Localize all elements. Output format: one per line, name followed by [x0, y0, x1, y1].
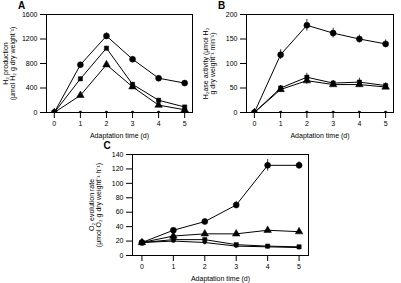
- svg-text:2: 2: [105, 120, 109, 127]
- html-text:C: C: [103, 140, 111, 151]
- svg-text:4: 4: [357, 120, 361, 127]
- svg-text:2: 2: [202, 263, 206, 270]
- svg-text:Adaptation time (d): Adaptation time (d): [290, 132, 349, 140]
- svg-text:1200: 1200: [22, 35, 38, 42]
- svg-text:4: 4: [265, 263, 269, 270]
- svg-text:2: 2: [305, 120, 309, 127]
- svg-text:60: 60: [115, 208, 123, 215]
- svg-text:3: 3: [331, 120, 335, 127]
- svg-text:1: 1: [279, 120, 283, 127]
- svg-text:150: 150: [226, 35, 238, 42]
- svg-text:0: 0: [119, 252, 123, 259]
- svg-text:800: 800: [26, 60, 38, 67]
- svg-text:400: 400: [26, 84, 38, 91]
- svg-text:40: 40: [115, 223, 123, 230]
- svg-text:H₂ase activity (μmol H₂g dry w: H₂ase activity (μmol H₂g dry weight⁻¹ mi…: [202, 27, 217, 99]
- html-text:B: B: [218, 0, 226, 11]
- svg-text:0: 0: [139, 263, 143, 270]
- svg-text:100: 100: [226, 60, 238, 67]
- html-text:A: A: [18, 0, 26, 11]
- svg-text:200: 200: [226, 11, 238, 18]
- svg-text:0: 0: [34, 109, 38, 116]
- svg-text:20: 20: [115, 237, 123, 244]
- svg-text:0: 0: [52, 120, 56, 127]
- svg-text:Adaptation time (d): Adaptation time (d): [90, 132, 149, 140]
- svg-text:H₂ production(μmol H₂ g dry we: H₂ production(μmol H₂ g dry weight⁻¹): [2, 27, 17, 101]
- svg-text:5: 5: [384, 120, 388, 127]
- svg-text:4: 4: [157, 120, 161, 127]
- svg-text:50: 50: [230, 84, 238, 91]
- svg-text:O₂ evolution rate(μmol O₂ g dr: O₂ evolution rate(μmol O₂ g dry weight⁻¹…: [88, 163, 103, 247]
- svg-text:0: 0: [252, 120, 256, 127]
- svg-text:0: 0: [234, 109, 238, 116]
- svg-text:1: 1: [78, 120, 82, 127]
- svg-text:Adaptation time (d): Adaptation time (d): [190, 275, 249, 283]
- svg-text:120: 120: [111, 165, 123, 172]
- svg-text:3: 3: [234, 263, 238, 270]
- svg-text:100: 100: [111, 180, 123, 187]
- svg-text:1: 1: [171, 263, 175, 270]
- svg-text:1600: 1600: [22, 11, 38, 18]
- svg-text:80: 80: [115, 194, 123, 201]
- svg-text:3: 3: [131, 120, 135, 127]
- svg-text:5: 5: [183, 120, 187, 127]
- svg-text:140: 140: [111, 151, 123, 158]
- svg-text:5: 5: [297, 263, 301, 270]
